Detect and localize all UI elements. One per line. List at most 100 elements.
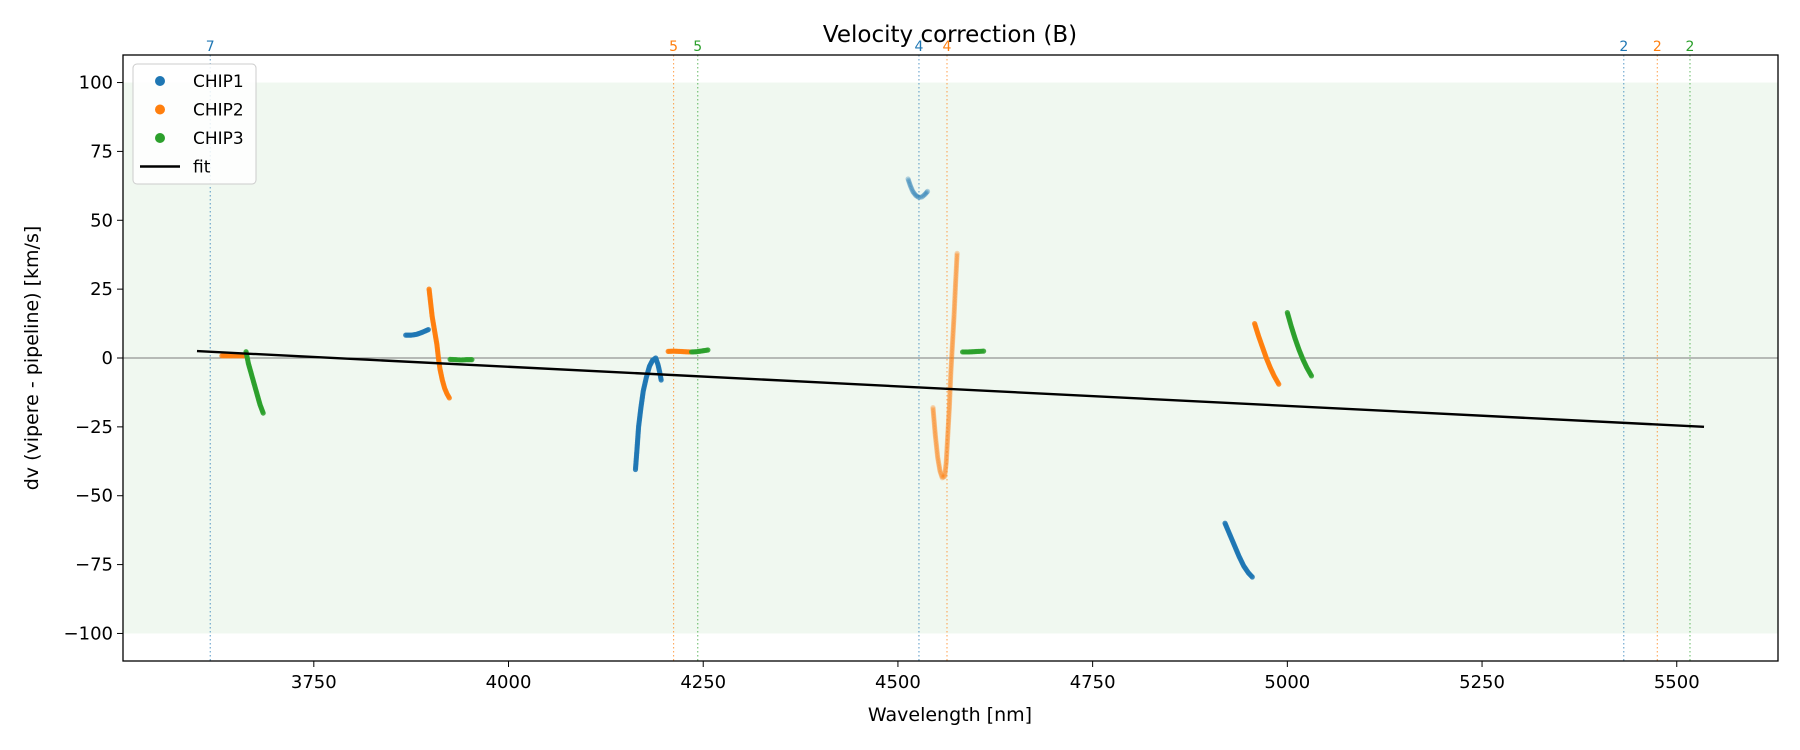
data-point bbox=[950, 321, 957, 327]
data-point bbox=[947, 376, 954, 383]
data-point bbox=[906, 180, 913, 186]
data-point bbox=[953, 263, 960, 269]
data-point bbox=[948, 366, 954, 372]
data-point bbox=[948, 359, 955, 366]
data-point bbox=[1276, 381, 1282, 387]
data-point bbox=[949, 355, 955, 361]
data-point bbox=[931, 415, 937, 421]
data-point bbox=[935, 457, 941, 463]
data-point bbox=[932, 434, 939, 440]
data-point bbox=[953, 265, 959, 271]
data-point bbox=[943, 458, 949, 464]
data-point bbox=[912, 191, 918, 198]
data-point bbox=[945, 429, 951, 435]
data-point bbox=[951, 317, 957, 323]
data-point bbox=[952, 290, 958, 296]
data-point bbox=[946, 412, 952, 418]
chart-title: Velocity correction (B) bbox=[823, 22, 1077, 48]
data-point bbox=[954, 255, 960, 261]
data-point bbox=[945, 418, 952, 424]
data-point bbox=[943, 453, 950, 460]
data-point bbox=[946, 417, 952, 423]
data-point bbox=[942, 469, 948, 475]
data-point bbox=[936, 460, 942, 466]
data-point bbox=[914, 193, 920, 199]
data-point bbox=[446, 395, 452, 401]
data-point bbox=[911, 190, 917, 197]
order-marker-label: 4 bbox=[943, 39, 952, 55]
y-axis-title: dv (vipere - pipeline) [km/s] bbox=[21, 226, 43, 491]
data-point bbox=[952, 281, 959, 287]
order-marker-label: 2 bbox=[1653, 39, 1662, 55]
data-point bbox=[951, 318, 957, 324]
data-point bbox=[908, 185, 915, 192]
data-point bbox=[950, 324, 956, 330]
data-point bbox=[953, 274, 959, 280]
data-point bbox=[952, 288, 958, 295]
data-point bbox=[943, 461, 949, 467]
data-point bbox=[945, 426, 951, 432]
data-point bbox=[909, 187, 915, 193]
data-point bbox=[945, 435, 951, 441]
data-point bbox=[931, 412, 937, 418]
data-point bbox=[948, 372, 954, 378]
data-point bbox=[932, 424, 938, 431]
data-point bbox=[951, 309, 957, 315]
data-point bbox=[951, 304, 958, 310]
legend-swatch-marker bbox=[155, 104, 165, 115]
data-point bbox=[950, 333, 956, 340]
data-point bbox=[949, 340, 956, 346]
data-point bbox=[469, 357, 475, 363]
data-point bbox=[931, 418, 937, 424]
data-point bbox=[908, 184, 914, 190]
data-point bbox=[952, 287, 958, 293]
data-point bbox=[950, 338, 956, 344]
data-point bbox=[932, 427, 938, 434]
data-point bbox=[910, 189, 917, 195]
data-point bbox=[933, 438, 939, 445]
data-point bbox=[1249, 574, 1255, 580]
data-point bbox=[952, 295, 958, 301]
x-tick-label: 5500 bbox=[1654, 672, 1700, 693]
data-point bbox=[946, 411, 952, 417]
data-point bbox=[948, 369, 954, 375]
data-point bbox=[947, 389, 953, 395]
data-point bbox=[934, 446, 940, 452]
data-point bbox=[951, 310, 957, 317]
data-point bbox=[658, 377, 664, 383]
data-point bbox=[944, 444, 950, 450]
data-point bbox=[953, 277, 959, 284]
data-point bbox=[947, 394, 953, 400]
data-point bbox=[943, 463, 949, 469]
data-point bbox=[931, 414, 937, 420]
data-point bbox=[935, 454, 941, 460]
data-point bbox=[924, 188, 931, 194]
data-point bbox=[937, 469, 944, 475]
data-point bbox=[953, 273, 959, 279]
legend-label: CHIP3 bbox=[193, 129, 244, 149]
data-point bbox=[938, 472, 944, 478]
data-point bbox=[906, 179, 912, 185]
y-tick-label: −100 bbox=[64, 623, 113, 644]
data-point bbox=[705, 347, 711, 353]
data-point bbox=[934, 449, 940, 456]
data-point bbox=[931, 423, 938, 429]
y-tick-label: 50 bbox=[90, 210, 113, 231]
data-point bbox=[950, 327, 956, 334]
data-point bbox=[947, 383, 953, 389]
data-point bbox=[905, 177, 912, 183]
data-point bbox=[953, 268, 959, 274]
data-point bbox=[938, 471, 944, 477]
data-point bbox=[939, 475, 945, 481]
data-point bbox=[953, 266, 959, 272]
data-point bbox=[945, 421, 951, 428]
data-point bbox=[942, 473, 948, 480]
data-point bbox=[947, 380, 954, 386]
data-point bbox=[930, 411, 937, 417]
order-marker-label: 2 bbox=[1619, 39, 1628, 55]
data-point bbox=[942, 466, 949, 472]
data-point bbox=[930, 406, 936, 412]
data-point bbox=[953, 271, 959, 277]
y-tick-label: −75 bbox=[75, 555, 113, 576]
